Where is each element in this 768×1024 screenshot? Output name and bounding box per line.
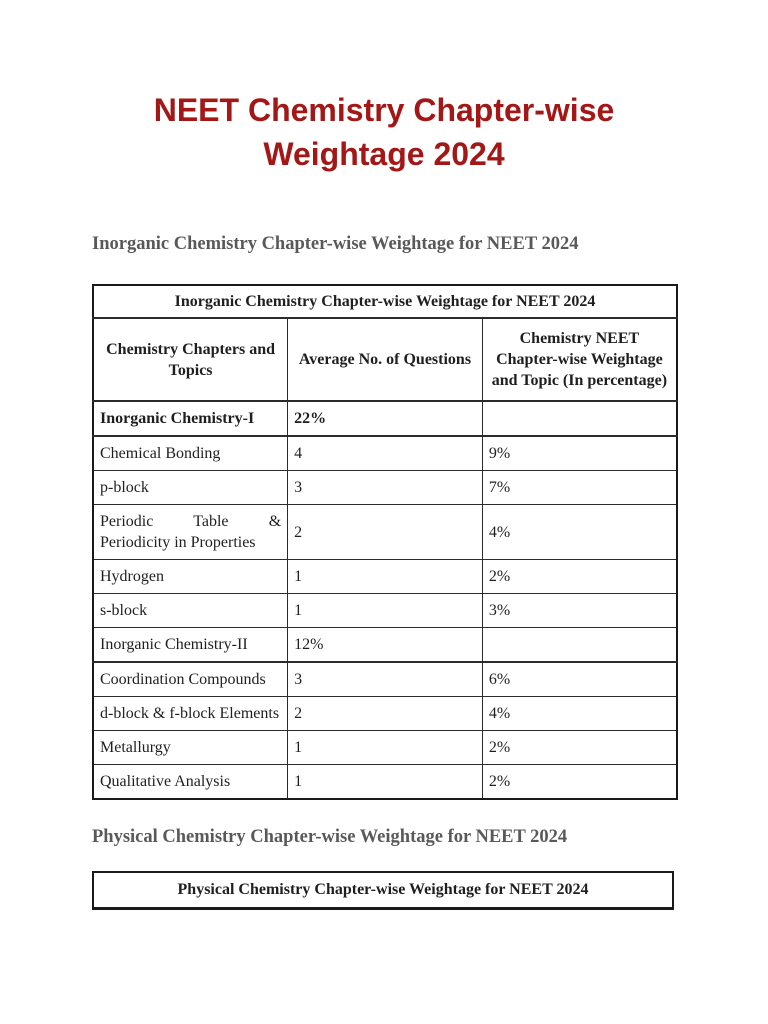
cell-chapter: Metallurgy xyxy=(92,730,289,765)
table-header-row: Chemistry Chapters and Topics Average No… xyxy=(92,317,678,402)
cell-weightage xyxy=(481,400,678,437)
cell-avg_questions: 3 xyxy=(287,470,483,505)
cell-avg_questions: 12% xyxy=(287,627,483,663)
column-header-weightage: Chemistry NEET Chapter-wise Weightage an… xyxy=(481,317,678,402)
cell-avg_questions: 1 xyxy=(287,764,483,800)
cell-chapter: Chemical Bonding xyxy=(92,435,289,471)
table-caption: Inorganic Chemistry Chapter-wise Weighta… xyxy=(92,284,678,319)
cell-avg_questions: 1 xyxy=(287,730,483,765)
inorganic-weightage-table: Inorganic Chemistry Chapter-wise Weighta… xyxy=(92,284,678,800)
cell-weightage: 6% xyxy=(481,661,678,697)
table-row: Chemical Bonding 4 9% xyxy=(92,435,678,471)
table-row: Coordination Compounds 3 6% xyxy=(92,661,678,697)
cell-chapter: Inorganic Chemistry-I xyxy=(92,400,289,437)
cell-chapter: Periodic Table & Periodicity in Properti… xyxy=(92,504,289,560)
cell-chapter: Inorganic Chemistry-II xyxy=(92,627,289,663)
cell-avg_questions: 1 xyxy=(287,559,483,594)
cell-weightage: 2% xyxy=(481,730,678,765)
cell-avg_questions: 1 xyxy=(287,593,483,628)
inorganic-table-body: Inorganic Chemistry Chapter-wise Weighta… xyxy=(92,284,678,800)
table-row: d-block & f-block Elements 2 4% xyxy=(92,696,678,731)
table-row: Metallurgy 1 2% xyxy=(92,730,678,765)
cell-chapter: s-block xyxy=(92,593,289,628)
cell-weightage: 4% xyxy=(481,696,678,731)
cell-weightage: 3% xyxy=(481,593,678,628)
page-title: NEET Chemistry Chapter-wise Weightage 20… xyxy=(153,92,615,172)
cell-chapter: Hydrogen xyxy=(92,559,289,594)
cell-avg_questions: 22% xyxy=(287,400,483,437)
table-row: Periodic Table & Periodicity in Properti… xyxy=(92,504,678,560)
column-header-avg-questions: Average No. of Questions xyxy=(287,317,483,402)
cell-avg_questions: 2 xyxy=(287,504,483,560)
table-row: p-block 3 7% xyxy=(92,470,678,505)
cell-chapter: Qualitative Analysis xyxy=(92,764,289,800)
cell-chapter: p-block xyxy=(92,470,289,505)
table-row: Inorganic Chemistry-II 12% xyxy=(92,627,678,663)
cell-weightage: 4% xyxy=(481,504,678,560)
cell-weightage xyxy=(481,627,678,663)
cell-avg_questions: 2 xyxy=(287,696,483,731)
table-caption-row: Inorganic Chemistry Chapter-wise Weighta… xyxy=(92,284,678,319)
cell-weightage: 7% xyxy=(481,470,678,505)
table-row: Hydrogen 1 2% xyxy=(92,559,678,594)
section-heading-inorganic: Inorganic Chemistry Chapter-wise Weighta… xyxy=(92,234,579,254)
column-header-chapters: Chemistry Chapters and Topics xyxy=(92,317,289,402)
table-row: s-block 1 3% xyxy=(92,593,678,628)
cell-avg_questions: 3 xyxy=(287,661,483,697)
section-heading-physical: Physical Chemistry Chapter-wise Weightag… xyxy=(92,827,568,847)
physical-table-caption: Physical Chemistry Chapter-wise Weightag… xyxy=(92,871,674,910)
cell-chapter: Coordination Compounds xyxy=(92,661,289,697)
cell-weightage: 2% xyxy=(481,559,678,594)
cell-weightage: 9% xyxy=(481,435,678,471)
cell-chapter: d-block & f-block Elements xyxy=(92,696,289,731)
cell-avg_questions: 4 xyxy=(287,435,483,471)
table-row: Inorganic Chemistry-I 22% xyxy=(92,400,678,437)
cell-weightage: 2% xyxy=(481,764,678,800)
table-row: Qualitative Analysis 1 2% xyxy=(92,764,678,800)
